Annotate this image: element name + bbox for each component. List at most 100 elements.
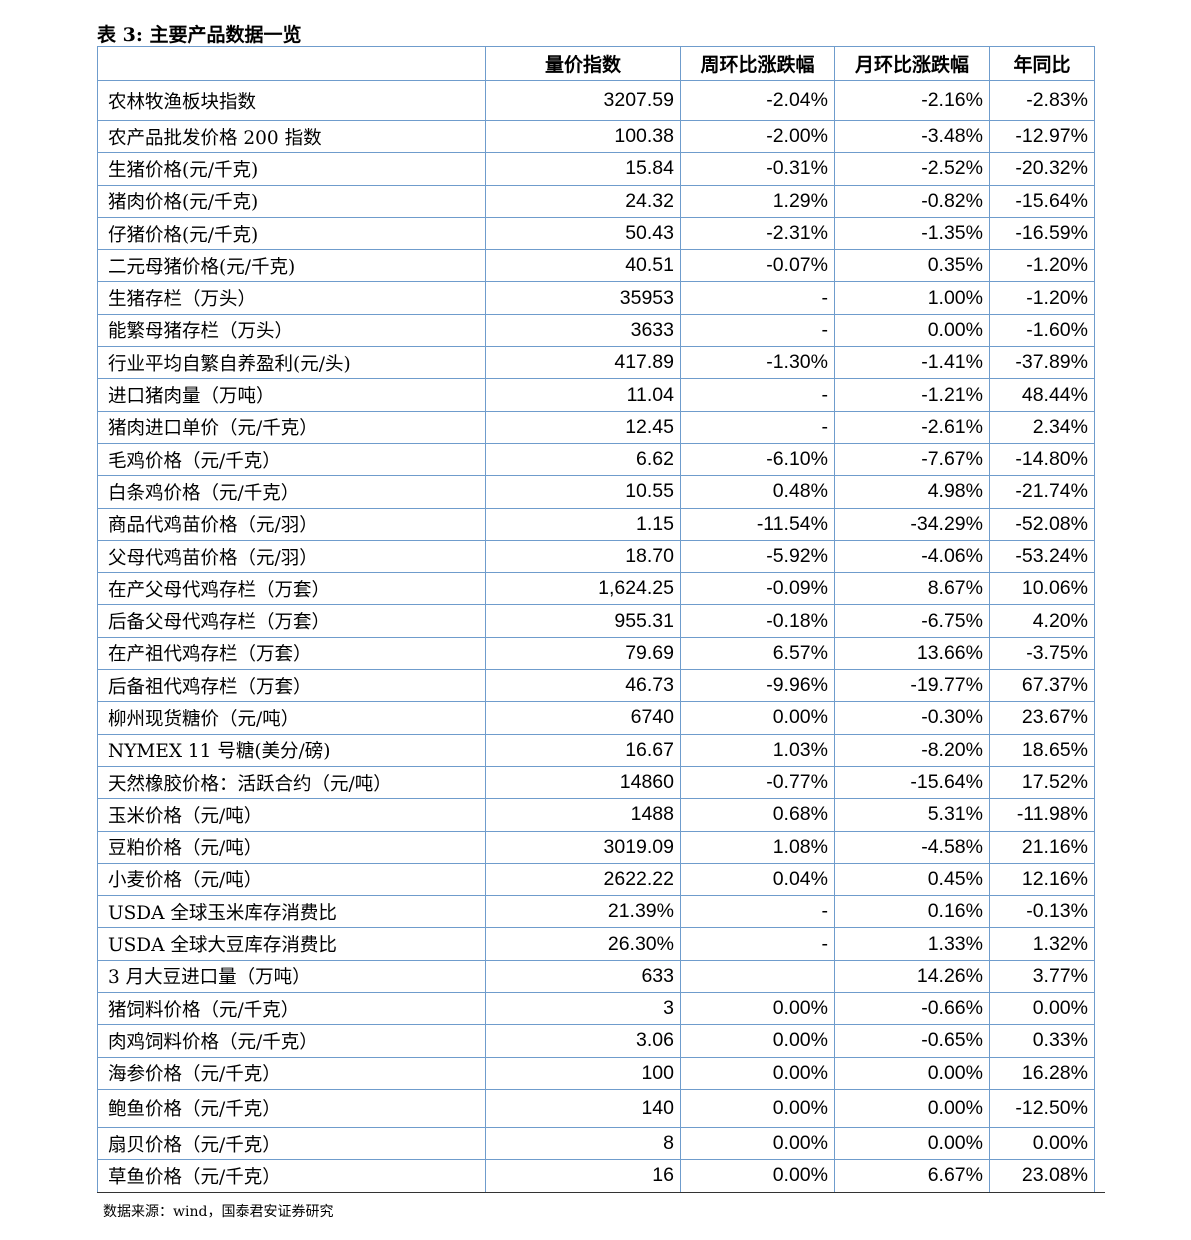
value-cell: 2.34% bbox=[989, 410, 1095, 444]
value-cell: -5.92% bbox=[680, 539, 835, 574]
value-cell: 4.98% bbox=[834, 475, 990, 509]
table-row: 父母代鸡苗价格（元/羽） 18.70 -5.92% -4.06% -53.24% bbox=[97, 539, 1095, 574]
value-cell: 50.43 bbox=[485, 216, 681, 251]
value-cell: 633 bbox=[485, 959, 681, 994]
value-cell: 417.89 bbox=[485, 346, 681, 380]
table-row: USDA 全球大豆库存消费比 26.30% -1.33% 1.32% bbox=[97, 927, 1095, 961]
table-row: 猪肉进口单价（元/千克） 12.45- -2.61% 2.34% bbox=[97, 410, 1095, 444]
value-cell: 100.38 bbox=[485, 119, 681, 154]
value-cell: 0.68% bbox=[680, 798, 835, 832]
table-row: 3 月大豆进口量（万吨） 633 14.26% 3.77% bbox=[97, 959, 1095, 994]
value-cell: -19.77% bbox=[834, 669, 990, 703]
table-row: 行业平均自繁自养盈利(元/头) 417.89 -1.30% -1.41% -37.89% bbox=[97, 346, 1095, 380]
table-row: 仔猪价格(元/千克) 50.43 -2.31% -1.35% -16.59% bbox=[97, 216, 1095, 251]
value-cell: -8.20% bbox=[834, 733, 990, 767]
table-row: 白条鸡价格（元/千克） 10.55 0.48% 4.98% -21.74% bbox=[97, 475, 1095, 509]
header-row: 量价指数 周环比涨跌幅 月环比涨跌幅 年同比 bbox=[97, 46, 1095, 81]
table-row: 能繁母猪存栏（万头） 3633-0.00% -1.60% bbox=[97, 313, 1095, 348]
value-cell: 67.37% bbox=[989, 669, 1095, 703]
data-table: 量价指数 周环比涨跌幅 月环比涨跌幅 年同比 农林牧渔板块指数 3207.59 -2… bbox=[97, 46, 1095, 1193]
value-cell: -4.06% bbox=[834, 539, 990, 574]
table-row: 后备祖代鸡存栏（万套） 46.73 -9.96% -19.77% 67.37% bbox=[97, 669, 1095, 703]
row-label: 扇贝价格（元/千克） bbox=[97, 1126, 486, 1161]
header-cell: 周环比涨跌幅 bbox=[680, 46, 835, 81]
value-cell: -1.60% bbox=[989, 313, 1095, 348]
table-row: 生猪存栏（万头） 35953-1.00% -1.20% bbox=[97, 281, 1095, 315]
value-cell: -1.35% bbox=[834, 216, 990, 251]
value-cell: 46.73 bbox=[485, 669, 681, 703]
value-cell: -0.65% bbox=[834, 1024, 990, 1058]
table-row: NYMEX 11 号糖(美分/磅) 16.67 1.03% -8.20% 18.65% bbox=[97, 733, 1095, 767]
row-label: USDA 全球大豆库存消费比 bbox=[97, 927, 486, 961]
value-cell: 0.00% bbox=[680, 992, 835, 1026]
value-cell: -0.07% bbox=[680, 249, 835, 283]
value-cell: 26.30% bbox=[485, 927, 681, 961]
value-cell: - bbox=[680, 313, 835, 348]
value-cell: -52.08% bbox=[989, 507, 1095, 541]
value-cell: 0.00% bbox=[680, 1088, 835, 1128]
value-cell: 0.00% bbox=[680, 1159, 835, 1193]
row-label: 白条鸡价格（元/千克） bbox=[97, 475, 486, 509]
value-cell: -3.48% bbox=[834, 119, 990, 154]
table-row: 猪肉价格(元/千克) 24.32 1.29% -0.82% -15.64% bbox=[97, 184, 1095, 218]
row-label: NYMEX 11 号糖(美分/磅) bbox=[97, 733, 486, 767]
value-cell: 23.67% bbox=[989, 701, 1095, 735]
row-label: 商品代鸡苗价格（元/羽） bbox=[97, 507, 486, 541]
header-cell: 年同比 bbox=[989, 46, 1095, 81]
row-label: 能繁母猪存栏（万头） bbox=[97, 313, 486, 348]
table-row: 柳州现货糖价（元/吨） 6740 0.00% -0.30% 23.67% bbox=[97, 701, 1095, 735]
value-cell: -2.04% bbox=[680, 80, 835, 121]
value-cell: -0.30% bbox=[834, 701, 990, 735]
value-cell: 0.00% bbox=[680, 1126, 835, 1161]
value-cell: 0.45% bbox=[834, 862, 990, 897]
value-cell: 18.65% bbox=[989, 733, 1095, 767]
table-row: 商品代鸡苗价格（元/羽） 1.15 -11.54% -34.29% -52.08% bbox=[97, 507, 1095, 541]
value-cell: 35953 bbox=[485, 281, 681, 315]
table-row: 二元母猪价格(元/千克) 40.51 -0.07% 0.35% -1.20% bbox=[97, 249, 1095, 283]
value-cell: -1.20% bbox=[989, 249, 1095, 283]
value-cell: 16.67 bbox=[485, 733, 681, 767]
value-cell: 0.16% bbox=[834, 895, 990, 929]
value-cell: 1.29% bbox=[680, 184, 835, 218]
value-cell: 1488 bbox=[485, 798, 681, 832]
value-cell: 0.00% bbox=[989, 1126, 1095, 1161]
value-cell: 100 bbox=[485, 1056, 681, 1090]
row-label: 仔猪价格(元/千克) bbox=[97, 216, 486, 251]
value-cell: 0.00% bbox=[834, 313, 990, 348]
table-row: 草鱼价格（元/千克） 16 0.00% 6.67% 23.08% bbox=[97, 1159, 1095, 1193]
bottom-rule bbox=[97, 1192, 1105, 1193]
value-cell: 15.84 bbox=[485, 152, 681, 186]
table-row: 肉鸡饲料价格（元/千克） 3.06 0.00% -0.65% 0.33% bbox=[97, 1024, 1095, 1058]
value-cell: - bbox=[680, 895, 835, 929]
value-cell: 1.00% bbox=[834, 281, 990, 315]
row-label: 猪肉进口单价（元/千克） bbox=[97, 410, 486, 444]
value-cell: 0.00% bbox=[834, 1126, 990, 1161]
value-cell: 3633 bbox=[485, 313, 681, 348]
table-body: 农林牧渔板块指数 3207.59 -2.04% -2.16% -2.83% 农产品批发价格… bbox=[97, 80, 1095, 1193]
value-cell: 13.66% bbox=[834, 636, 990, 671]
row-label: 小麦价格（元/吨） bbox=[97, 862, 486, 897]
value-cell: -11.98% bbox=[989, 798, 1095, 832]
value-cell: -6.10% bbox=[680, 442, 835, 477]
row-label: USDA 全球玉米库存消费比 bbox=[97, 895, 486, 929]
value-cell: 0.00% bbox=[680, 1024, 835, 1058]
value-cell: 6.62 bbox=[485, 442, 681, 477]
value-cell: -1.30% bbox=[680, 346, 835, 380]
table-row: 生猪价格(元/千克) 15.84 -0.31% -2.52% -20.32% bbox=[97, 152, 1095, 186]
value-cell: 955.31 bbox=[485, 604, 681, 638]
table-row: 天然橡胶价格：活跃合约（元/吨） 14860 -0.77% -15.64% 17.52% bbox=[97, 765, 1095, 800]
value-cell: 140 bbox=[485, 1088, 681, 1128]
row-label: 行业平均自繁自养盈利(元/头) bbox=[97, 346, 486, 380]
value-cell: 21.16% bbox=[989, 830, 1095, 864]
row-label: 农产品批发价格 200 指数 bbox=[97, 119, 486, 154]
row-label: 农林牧渔板块指数 bbox=[97, 80, 486, 121]
value-cell: 0.48% bbox=[680, 475, 835, 509]
value-cell: 1.32% bbox=[989, 927, 1095, 961]
value-cell: -0.18% bbox=[680, 604, 835, 638]
row-label: 3 月大豆进口量（万吨） bbox=[97, 959, 486, 994]
row-label: 二元母猪价格(元/千克) bbox=[97, 249, 486, 283]
value-cell: -20.32% bbox=[989, 152, 1095, 186]
header-cell: 量价指数 bbox=[485, 46, 681, 81]
table-title: 表 3: 主要产品数据一览 bbox=[97, 24, 302, 46]
